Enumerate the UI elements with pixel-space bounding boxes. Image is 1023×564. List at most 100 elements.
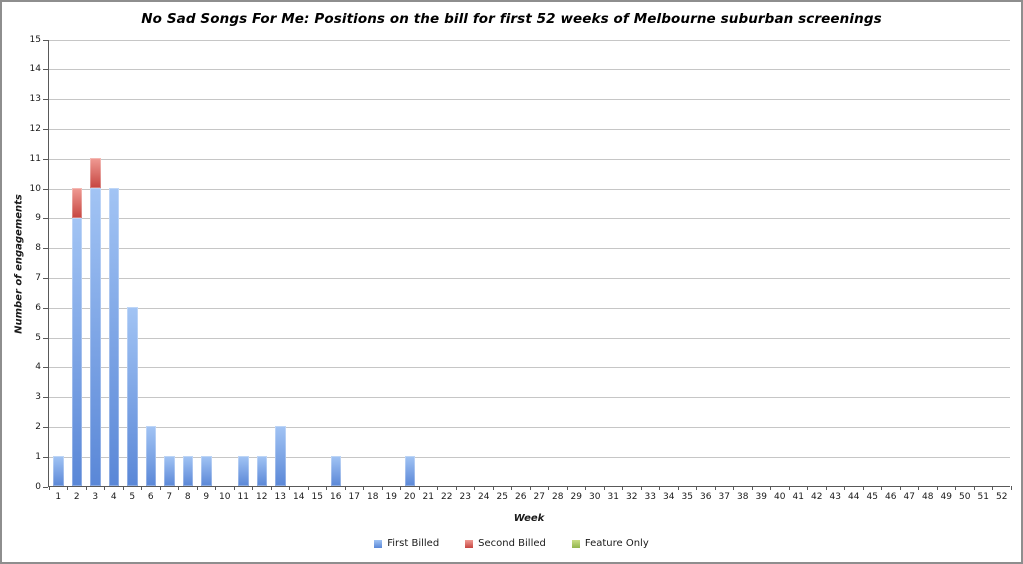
y-axis-tick bbox=[43, 426, 48, 428]
gridline bbox=[49, 158, 1010, 160]
y-axis-tick-label: 13 bbox=[29, 94, 41, 105]
y-axis-tick bbox=[43, 99, 48, 101]
gridline bbox=[49, 307, 1010, 309]
x-axis-tick bbox=[85, 486, 87, 490]
x-axis-tick bbox=[714, 486, 716, 490]
x-axis-tick-label: 8 bbox=[184, 492, 191, 502]
x-axis-tick-label: 1 bbox=[55, 492, 62, 502]
bar-first-billed bbox=[145, 426, 156, 486]
x-axis-tick bbox=[548, 486, 549, 490]
bar-first-billed bbox=[90, 188, 101, 486]
x-axis-tick-label: 46 bbox=[885, 492, 897, 502]
bar-first-billed bbox=[404, 456, 415, 486]
bar-first-billed bbox=[330, 456, 341, 486]
y-axis-tick bbox=[43, 218, 48, 220]
legend-label: Feature Only bbox=[584, 538, 649, 549]
x-axis-tick bbox=[252, 486, 253, 490]
x-axis-tick-label: 22 bbox=[441, 492, 453, 502]
x-axis-tick-label: 40 bbox=[774, 492, 786, 502]
x-axis-tick bbox=[363, 486, 364, 490]
gridline bbox=[49, 69, 1010, 71]
x-axis-tick-label: 43 bbox=[829, 492, 841, 502]
x-axis-tick bbox=[1010, 486, 1012, 490]
x-axis-tick-label: 2 bbox=[73, 492, 80, 502]
x-axis-tick bbox=[159, 486, 161, 490]
x-axis-tick bbox=[677, 486, 679, 490]
y-axis-tick bbox=[43, 277, 48, 279]
plot-area: 0 1 2 3 4 5 6 7 8 9 10 11 12 13 14 15 1 2 3 4 5 6 7 8 9 10 11 12 13 1… bbox=[30, 35, 1012, 502]
bar-first-billed bbox=[182, 456, 193, 486]
x-axis-tick-label: 25 bbox=[496, 492, 508, 502]
bar-first-billed bbox=[71, 217, 82, 486]
x-axis-tick-label: 4 bbox=[110, 492, 117, 502]
y-axis-tick bbox=[43, 367, 48, 369]
legend-item: First Billed bbox=[374, 538, 439, 549]
x-axis-tick bbox=[178, 486, 179, 490]
x-axis-tick-label: 3 bbox=[92, 492, 99, 502]
x-axis-tick-label: 29 bbox=[570, 492, 582, 502]
legend-swatch-first-billed bbox=[374, 539, 383, 548]
legend-item: Feature Only bbox=[571, 538, 649, 549]
x-axis-tick-label: 42 bbox=[811, 492, 823, 502]
x-axis-tick-label: 14 bbox=[293, 492, 305, 502]
x-axis-tick-label: 16 bbox=[330, 492, 342, 502]
chart-title: No Sad Songs For Me: Positions on the bi… bbox=[141, 11, 882, 27]
x-axis-tick bbox=[289, 486, 290, 490]
gridline bbox=[49, 397, 1010, 399]
y-axis-tick bbox=[43, 337, 48, 339]
y-axis-tick-label: 6 bbox=[35, 302, 41, 313]
x-axis-tick-label: 39 bbox=[755, 492, 767, 502]
y-axis-tick-label: 11 bbox=[29, 153, 41, 164]
x-axis-tick bbox=[122, 486, 124, 490]
x-axis-tick bbox=[936, 486, 938, 490]
x-axis-tick bbox=[696, 486, 697, 490]
x-axis-tick bbox=[844, 486, 845, 490]
x-axis-tick-label: 28 bbox=[552, 492, 564, 502]
x-axis-tick-label: 51 bbox=[977, 492, 989, 502]
x-axis-tick bbox=[381, 486, 383, 490]
y-axis-tick bbox=[43, 128, 48, 130]
x-axis-tick-label: 26 bbox=[515, 492, 527, 502]
x-axis-tick-label: 11 bbox=[237, 492, 249, 502]
y-axis-tick-label: 3 bbox=[35, 392, 41, 403]
x-axis-tick-label: 37 bbox=[718, 492, 730, 502]
x-axis-tick-label: 34 bbox=[663, 492, 675, 502]
y-axis-tick bbox=[43, 456, 48, 458]
x-axis-tick-label: 10 bbox=[219, 492, 231, 502]
x-axis-tick-label: 6 bbox=[147, 492, 154, 502]
x-axis-tick bbox=[992, 486, 993, 490]
legend-swatch-second-billed bbox=[465, 539, 474, 548]
bar-first-billed bbox=[275, 426, 286, 486]
x-axis-tick bbox=[807, 486, 808, 490]
x-axis-tick bbox=[585, 486, 586, 490]
x-axis-tick-label: 30 bbox=[589, 492, 601, 502]
y-axis-tick-label: 8 bbox=[35, 243, 41, 254]
x-axis-tick bbox=[307, 486, 309, 490]
y-axis-tick-label: 15 bbox=[29, 34, 41, 45]
x-axis-tick-label: 13 bbox=[274, 492, 286, 502]
y-axis-tick bbox=[43, 188, 48, 190]
x-axis-tick-label: 21 bbox=[422, 492, 434, 502]
x-axis-tick-label: 32 bbox=[626, 492, 638, 502]
x-axis-tick bbox=[973, 486, 975, 490]
x-axis-tick bbox=[48, 486, 50, 490]
x-axis-tick-label: 45 bbox=[866, 492, 878, 502]
x-axis-tick bbox=[400, 486, 401, 490]
x-axis-tick-label: 12 bbox=[256, 492, 268, 502]
x-axis-tick bbox=[751, 486, 753, 490]
x-axis-tick bbox=[141, 486, 142, 490]
x-axis-tick-label: 27 bbox=[533, 492, 545, 502]
x-axis-tick bbox=[196, 486, 198, 490]
x-axis-tick bbox=[622, 486, 623, 490]
gridline bbox=[49, 248, 1010, 250]
y-axis-tick bbox=[43, 307, 48, 309]
x-axis-tick-label: 15 bbox=[311, 492, 323, 502]
x-axis-tick bbox=[104, 486, 105, 490]
x-axis-tick-label: 9 bbox=[203, 492, 210, 502]
x-axis-tick-label: 36 bbox=[700, 492, 712, 502]
x-axis-tick bbox=[233, 486, 235, 490]
gridline bbox=[49, 456, 1010, 458]
x-axis-tick bbox=[603, 486, 605, 490]
x-axis-tick bbox=[862, 486, 864, 490]
